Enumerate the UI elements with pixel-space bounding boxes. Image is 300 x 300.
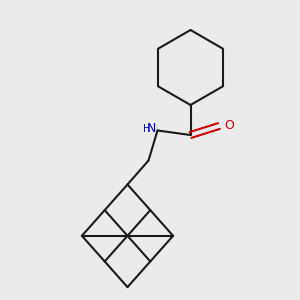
- Text: N: N: [147, 122, 156, 136]
- Text: O: O: [224, 119, 234, 133]
- Text: H: H: [142, 124, 150, 134]
